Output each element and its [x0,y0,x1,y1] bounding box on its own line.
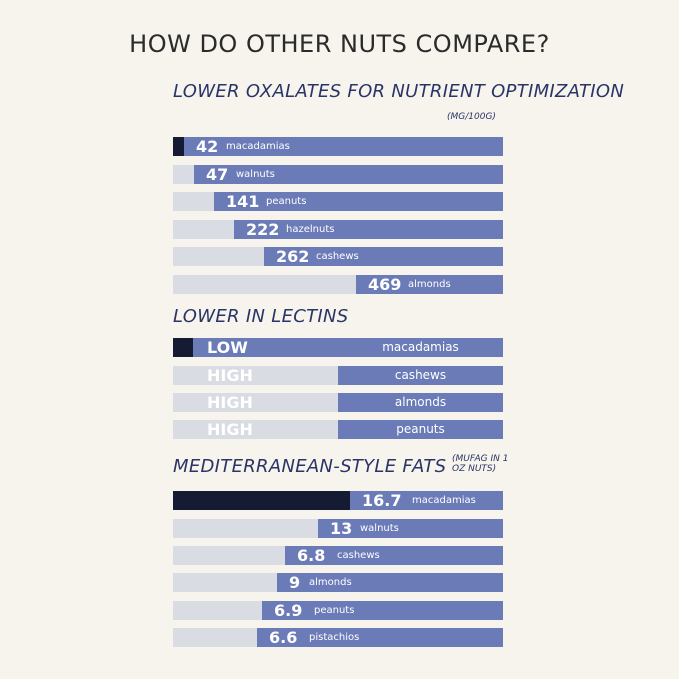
bar-value: 469 [368,275,402,294]
bar-fill [338,393,503,412]
bar-fill [234,220,503,239]
bar-fill [356,275,503,294]
lectins-title: LOWER IN LECTINS [173,306,349,327]
bar-row-cashews: 262 cashews [173,247,503,266]
bar-category: peanuts [266,196,307,207]
bar-value: 222 [246,220,280,239]
bar-value: 262 [276,247,310,266]
bar-category: cashews [316,251,359,262]
highlight-bar [173,338,193,357]
bar-value: 47 [206,165,229,184]
bar-row-walnuts: 13 walnuts [173,519,503,538]
bar-category: cashews [394,368,447,382]
page-title: HOW DO OTHER NUTS COMPARE? [129,30,550,58]
bar-category: peanuts [314,605,355,616]
bar-fill [194,165,503,184]
bar-category: pistachios [309,632,360,643]
bar-value: 16.7 [362,491,402,510]
bar-fill [285,546,503,565]
bar-category: cashews [337,550,380,561]
bar-fill [264,247,503,266]
bar-value: 6.9 [274,601,303,620]
bar-value: 141 [226,192,260,211]
bar-category: almonds [309,577,352,588]
bar-fill [257,628,503,647]
bar-category: macadamias [382,340,459,354]
bar-fill [318,519,503,538]
oxalates-title: LOWER OXALATES FOR NUTRIENT OPTIMIZATION [173,81,625,102]
bar-category: almonds [408,279,451,290]
bar-row-almonds: 9 almonds [173,573,503,592]
bar-row-macadamias: 16.7 macadamias [173,491,503,510]
bar-row-peanuts: 6.9 peanuts [173,601,503,620]
bar-value: 6.8 [297,546,326,565]
highlight-bar [173,491,350,510]
bar-category: walnuts [360,523,399,534]
bar-category: walnuts [236,169,275,180]
bar-fill [262,601,503,620]
bar-value: 6.6 [269,628,298,647]
bar-fill [193,338,503,357]
bar-row-cashews: HIGH cashews [173,366,503,385]
bar-row-walnuts: 47 walnuts [173,165,503,184]
highlight-bar [173,137,184,156]
bar-category: almonds [394,395,447,409]
bar-category: macadamias [412,495,476,506]
bar-fill [338,366,503,385]
bar-row-almonds: 469 almonds [173,275,503,294]
bar-value: 9 [289,573,301,592]
bar-row-almonds: HIGH almonds [173,393,503,412]
fats-unit: (MUFAG IN 1 OZ NUTS) [452,454,509,474]
bar-fill [338,420,503,439]
bar-value: HIGH [207,420,253,439]
bar-row-peanuts: 141 peanuts [173,192,503,211]
bar-row-peanuts: HIGH peanuts [173,420,503,439]
bar-row-macadamias: 42 macadamias [173,137,503,156]
bar-value: HIGH [207,366,253,385]
bar-row-pistachios: 6.6 pistachios [173,628,503,647]
bar-fill [277,573,503,592]
bar-value: 13 [330,519,353,538]
bar-row-macadamias: LOW macadamias [173,338,503,357]
bar-fill [350,491,503,510]
bar-row-cashews: 6.8 cashews [173,546,503,565]
bar-value: 42 [196,137,219,156]
oxalates-unit: (MG/100G) [447,112,496,122]
fats-title: MEDITERRANEAN-STYLE FATS [173,456,447,477]
bar-category: macadamias [226,141,290,152]
bar-fill [214,192,503,211]
bar-value: HIGH [207,393,253,412]
bar-value: LOW [207,338,248,357]
bar-fill [184,137,503,156]
bar-row-hazelnuts: 222 hazelnuts [173,220,503,239]
bar-category: hazelnuts [286,224,335,235]
bar-category: peanuts [396,422,445,436]
